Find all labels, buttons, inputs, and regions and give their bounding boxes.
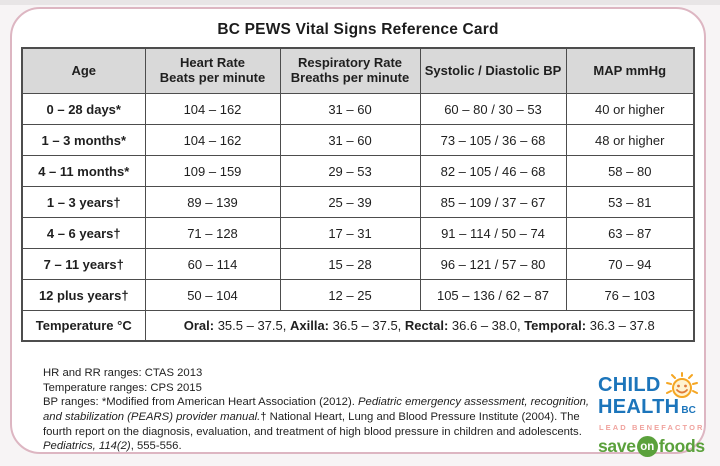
heart-rate-cell: 104 – 162 [144, 93, 281, 125]
save-on-foods-logo: save on foods [598, 436, 716, 457]
age-cell: 0 – 28 days* [21, 93, 146, 125]
heart-rate-cell: 60 – 114 [144, 248, 281, 280]
header-label: Respiratory Rate [297, 55, 403, 71]
header-cell-respiratory-rate: Respiratory Rate Breaths per minute [279, 47, 421, 94]
header-sublabel: Breaths per minute [290, 70, 410, 85]
header-cell-map: MAP mmHg [565, 47, 695, 94]
logo-bc-text: BC [681, 405, 696, 416]
age-cell: 1 – 3 years† [21, 186, 146, 218]
temperature-range: 36.3 – 37.8 [589, 318, 655, 333]
header-label: Heart Rate [179, 55, 246, 71]
vitals-table: Age Heart Rate Beats per minute Respirato… [21, 47, 695, 342]
map-cell: 63 – 87 [565, 217, 695, 249]
table-row: 1 – 3 months* 104 – 162 31 – 60 73 – 105… [21, 124, 695, 156]
age-cell: 4 – 6 years† [21, 217, 146, 249]
citation-text: BP ranges: *Modified from American Heart… [43, 396, 358, 409]
header-label: Age [71, 62, 97, 78]
logo-child-text: CHILD [598, 374, 661, 396]
heart-rate-cell: 109 – 159 [144, 155, 281, 187]
age-cell: 1 – 3 months* [21, 124, 146, 156]
bp-cell: 105 – 136 / 62 – 87 [419, 279, 567, 311]
age-cell: 12 plus years† [21, 279, 146, 311]
temperature-site-label: Oral: [183, 318, 215, 333]
map-cell: 76 – 103 [565, 279, 695, 311]
header-label: MAP mmHg [593, 62, 667, 78]
map-cell: 53 – 81 [565, 186, 695, 218]
temperature-site-label: Axilla: [289, 318, 329, 333]
citation-text: , 555-556. [130, 440, 182, 453]
temperature-range: 35.5 – 37.5, [217, 318, 287, 333]
table-row: 4 – 6 years† 71 – 128 17 – 31 91 – 114 /… [21, 217, 695, 249]
respiratory-rate-cell: 15 – 28 [279, 248, 421, 280]
sof-foods-text: foods [658, 436, 705, 456]
bp-cell: 73 – 105 / 36 – 68 [419, 124, 567, 156]
table-row: 4 – 11 months* 109 – 159 29 – 53 82 – 10… [21, 155, 695, 187]
age-cell: 4 – 11 months* [21, 155, 146, 187]
respiratory-rate-cell: 31 – 60 [279, 93, 421, 125]
header-cell-age: Age [21, 47, 146, 94]
temperature-label-cell: Temperature °C [21, 310, 146, 342]
respiratory-rate-cell: 12 – 25 [279, 279, 421, 311]
bp-cell: 91 – 114 / 50 – 74 [419, 217, 567, 249]
reference-card: BC PEWS Vital Signs Reference Card Age H… [10, 7, 706, 457]
temperature-values-cell: Oral: 35.5 – 37.5, Axilla: 36.5 – 37.5, … [144, 310, 695, 342]
table-row: 12 plus years† 50 – 104 12 – 25 105 – 13… [21, 279, 695, 311]
map-cell: 48 or higher [565, 124, 695, 156]
map-cell: 40 or higher [565, 93, 695, 125]
lead-benefactor-label: LEAD BENEFACTOR [599, 423, 705, 432]
header-sublabel: Beats per minute [159, 70, 266, 85]
footnote-bp-citation: BP ranges: *Modified from American Heart… [43, 395, 593, 454]
sof-on-badge: on [636, 436, 658, 457]
header-label: Systolic / Diastolic BP [424, 62, 562, 78]
citation-text: † National Heart, Lung and Blood Pressur… [43, 411, 582, 438]
heart-rate-cell: 71 – 128 [144, 217, 281, 249]
temperature-site-label: Temporal: [524, 318, 587, 333]
citation-italic: Pediatrics, 114(2) [43, 440, 131, 453]
map-cell: 70 – 94 [565, 248, 695, 280]
citation-italic: Pediatric emergency assessment, recognit… [43, 396, 590, 424]
footnotes: HR and RR ranges: CTAS 2013 Temperature … [43, 366, 593, 454]
footnote-temperature: Temperature ranges: CPS 2015 [43, 381, 202, 394]
logo-health-text: HEALTH [598, 396, 680, 418]
respiratory-rate-cell: 31 – 60 [279, 124, 421, 156]
respiratory-rate-cell: 29 – 53 [279, 155, 421, 187]
header-cell-heart-rate: Heart Rate Beats per minute [144, 47, 281, 94]
page-title: BC PEWS Vital Signs Reference Card [217, 21, 499, 38]
header-cell-bp: Systolic / Diastolic BP [419, 47, 567, 94]
table-row: 1 – 3 years† 89 – 139 25 – 39 85 – 109 /… [21, 186, 695, 218]
header-row: Age Heart Rate Beats per minute Respirato… [21, 47, 695, 94]
temperature-range: 36.6 – 38.0, [451, 318, 521, 333]
childhealth-bc-logo: CHILD [598, 372, 716, 457]
heart-rate-cell: 89 – 139 [144, 186, 281, 218]
bp-cell: 82 – 105 / 46 – 68 [419, 155, 567, 187]
bp-cell: 60 – 80 / 30 – 53 [419, 93, 567, 125]
table-row: 7 – 11 years† 60 – 114 15 – 28 96 – 121 … [21, 248, 695, 280]
bp-cell: 96 – 121 / 57 – 80 [419, 248, 567, 280]
map-cell: 58 – 80 [565, 155, 695, 187]
top-edge-strip [0, 0, 720, 5]
heart-rate-cell: 104 – 162 [144, 124, 281, 156]
heart-rate-cell: 50 – 104 [144, 279, 281, 311]
age-cell: 7 – 11 years† [21, 248, 146, 280]
respiratory-rate-cell: 17 – 31 [279, 217, 421, 249]
bp-cell: 85 – 109 / 37 – 67 [419, 186, 567, 218]
temperature-range: 36.5 – 37.5, [332, 318, 402, 333]
footnote-hr-rr: HR and RR ranges: CTAS 2013 [43, 367, 203, 379]
sof-save-text: save [598, 436, 636, 456]
table-row: 0 – 28 days* 104 – 162 31 – 60 60 – 80 /… [21, 93, 695, 125]
respiratory-rate-cell: 25 – 39 [279, 186, 421, 218]
temperature-row: Temperature °C Oral: 35.5 – 37.5, Axilla… [21, 310, 695, 342]
sun-icon [663, 372, 701, 407]
temperature-site-label: Rectal: [404, 318, 449, 333]
